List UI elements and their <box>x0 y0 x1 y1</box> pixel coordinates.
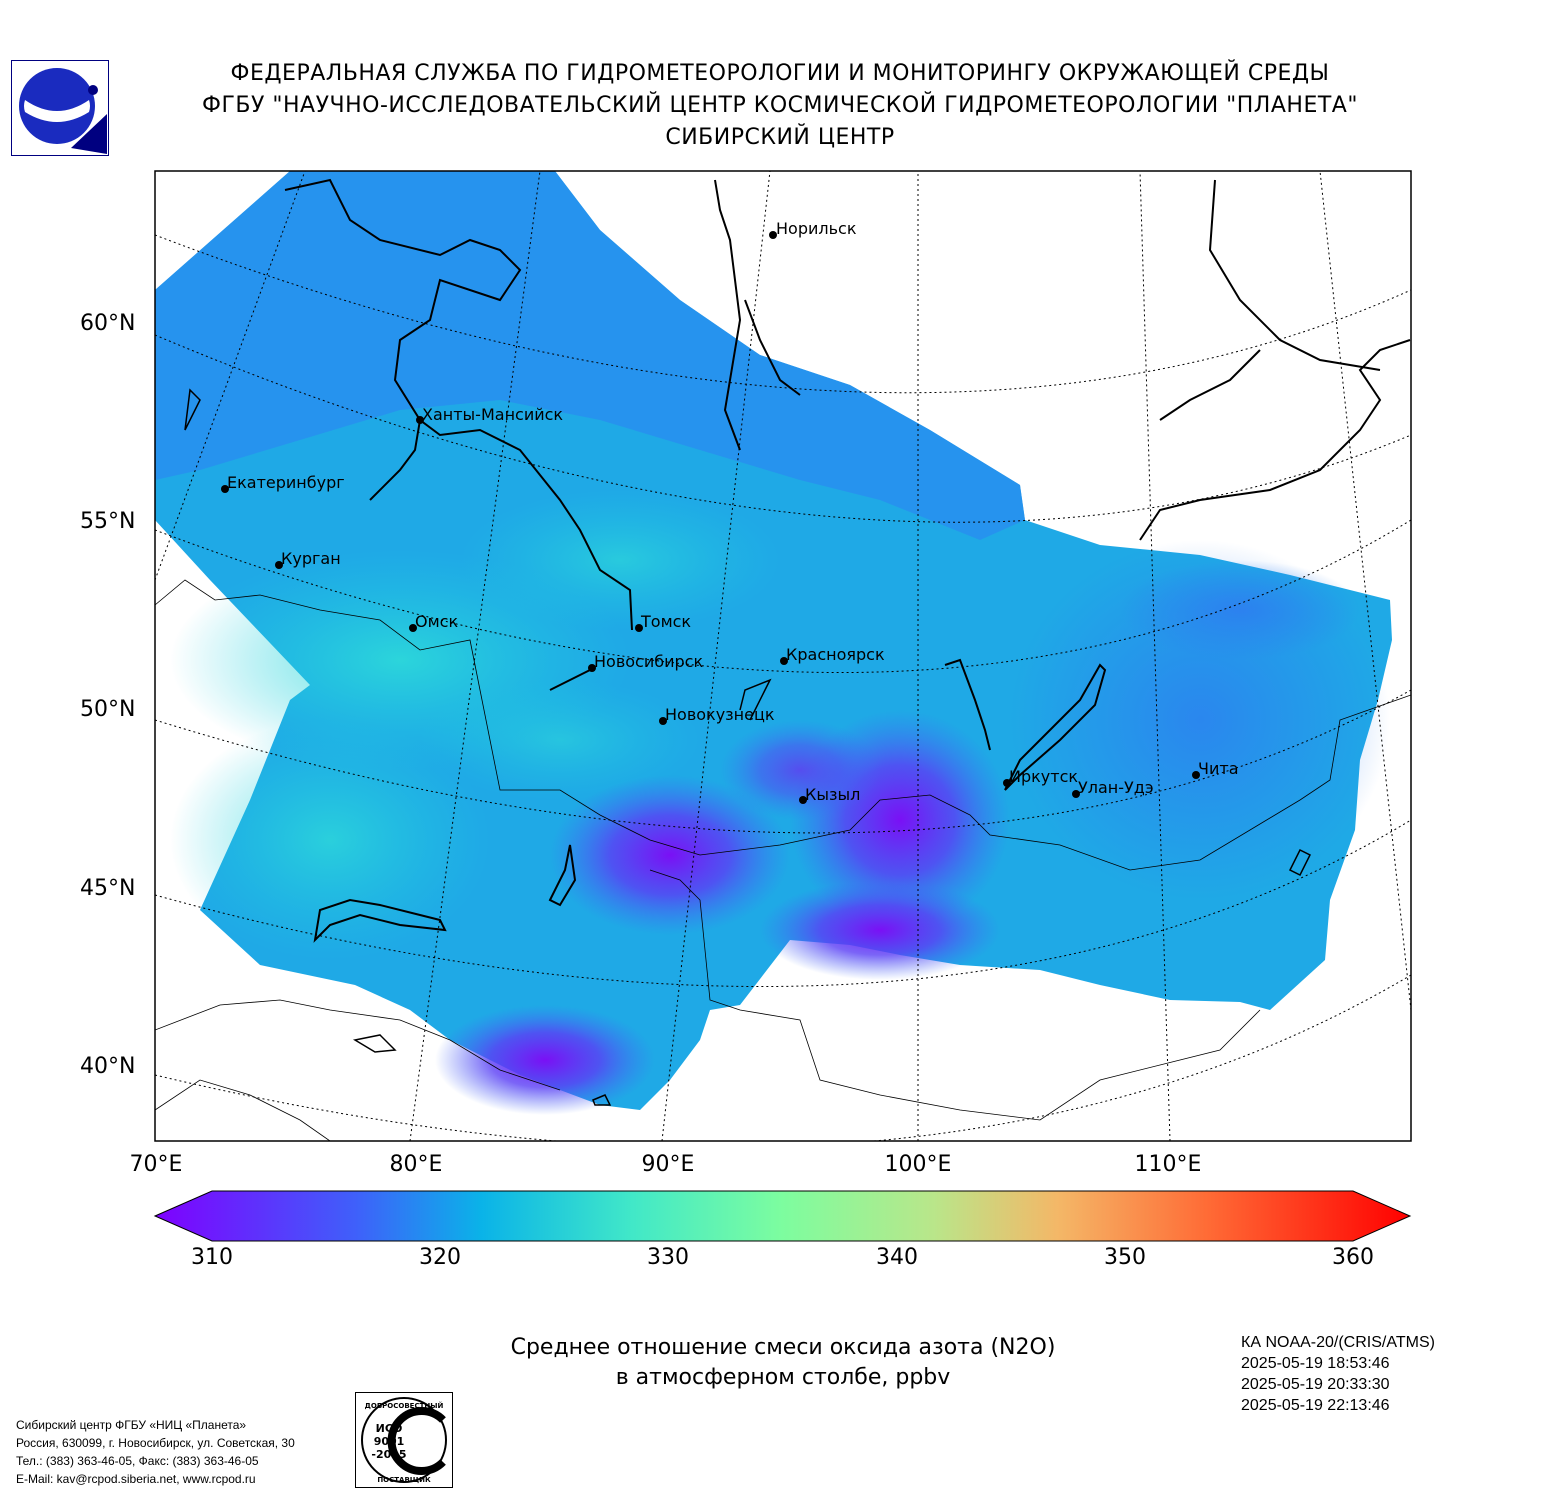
city-label-novokuznetsk: Новокузнецк <box>665 705 775 724</box>
header-line-3: СИБИРСКИЙ ЦЕНТР <box>665 125 895 150</box>
iso-badge-bottom-text: ПОСТАВЩИК <box>377 1476 431 1484</box>
header-line-1: ФЕДЕРАЛЬНАЯ СЛУЖБА ПО ГИДРОМЕТЕОРОЛОГИИ … <box>230 61 1330 86</box>
lon-label-100: 100°E <box>884 1152 952 1177</box>
city-label-novosibirsk: Новосибирск <box>594 652 703 671</box>
header-line-2: ФГБУ "НАУЧНО-ИССЛЕДОВАТЕЛЬСКИЙ ЦЕНТР КОС… <box>202 93 1358 118</box>
city-chita: Чита <box>1192 759 1239 779</box>
city-irkutsk: Иркутск <box>1003 767 1078 787</box>
colorbar-tick-350: 350 <box>1104 1245 1146 1270</box>
city-label-tomsk: Томск <box>640 612 691 631</box>
iso-9001-badge-icon: ДОБРОСОВЕСТНЫЙ ИСО 9001 -2015 ПОСТАВЩИК <box>355 1392 453 1488</box>
city-yekaterinburg: Екатеринбург <box>221 473 345 493</box>
lat-label-55: 55°N <box>80 509 136 534</box>
iso-badge-text-2: 9001 <box>374 1435 405 1448</box>
city-krasnoyarsk: Красноярск <box>780 645 885 665</box>
colorbar-tick-340: 340 <box>876 1245 918 1270</box>
colorbar-tick-360: 360 <box>1332 1245 1374 1270</box>
satellite-time-1: 2025-05-19 18:53:46 <box>1241 1355 1390 1372</box>
caption-line-1: Среднее отношение смеси оксида азота (N2… <box>510 1335 1056 1360</box>
city-tomsk: Томск <box>635 612 691 632</box>
lat-label-50: 50°N <box>80 697 136 722</box>
iso-badge-text-1: ИСО <box>376 1422 403 1435</box>
city-omsk: Омск <box>409 612 458 632</box>
map-caption: Среднее отношение смеси оксида азота (N2… <box>383 1333 1183 1393</box>
map-frame <box>154 170 1412 1142</box>
city-kurgan: Курган <box>275 549 341 569</box>
city-label-norilsk: Норильск <box>776 219 857 238</box>
city-novokuznetsk: Новокузнецк <box>659 705 775 725</box>
lon-label-80: 80°E <box>389 1152 443 1177</box>
colorbar <box>153 1190 1412 1242</box>
satellite-info: КА NOAA-20/(CRIS/ATMS) 2025-05-19 18:53:… <box>1241 1332 1435 1416</box>
colorbar-bar <box>153 1190 1412 1242</box>
satellite-time-2: 2025-05-19 20:33:30 <box>1241 1376 1390 1393</box>
lat-label-60: 60°N <box>80 311 136 336</box>
city-markers: Норильск Ханты-Мансийск Екатеринбург Кур… <box>221 219 1239 804</box>
org-line-2: Россия, 630099, г. Новосибирск, ул. Сове… <box>16 1436 295 1450</box>
city-label-kyzyl: Кызыл <box>805 785 860 804</box>
city-label-krasnoyarsk: Красноярск <box>786 645 885 664</box>
city-label-chita: Чита <box>1198 759 1239 778</box>
city-norilsk: Норильск <box>769 219 857 239</box>
city-label-khanty-mansiysk: Ханты-Мансийск <box>422 405 563 424</box>
colorbar-tick-320: 320 <box>419 1245 461 1270</box>
lat-label-40: 40°N <box>80 1054 136 1079</box>
lon-label-90: 90°E <box>641 1152 695 1177</box>
geo-lines <box>155 178 1411 1141</box>
satellite-name: КА NOAA-20/(CRIS/ATMS) <box>1241 1334 1435 1351</box>
city-label-kurgan: Курган <box>281 549 341 568</box>
city-label-omsk: Омск <box>415 612 458 631</box>
roshydromet-logo-icon <box>11 60 109 156</box>
graticule <box>155 171 1411 1141</box>
lon-label-70: 70°E <box>129 1152 183 1177</box>
org-line-4: E-Mail: kav@rcpod.siberia.net, www.rcpod… <box>16 1472 256 1486</box>
lat-label-45: 45°N <box>80 876 136 901</box>
colorbar-tick-310: 310 <box>191 1245 233 1270</box>
iso-badge-text-3: -2015 <box>371 1448 406 1461</box>
colorbar-tick-330: 330 <box>647 1245 689 1270</box>
org-line-1: Сибирский центр ФГБУ «НИЦ «Планета» <box>16 1418 247 1432</box>
data-field <box>155 171 1392 1115</box>
caption-line-2: в атмосферном столбе, ppbv <box>615 1365 951 1390</box>
lon-label-110: 110°E <box>1134 1152 1202 1177</box>
city-khanty-mansiysk: Ханты-Мансийск <box>416 405 563 424</box>
org-line-3: Тел.: (383) 363-46-05, Факс: (383) 363-4… <box>16 1454 259 1468</box>
city-ulan-ude: Улан-Удэ <box>1072 778 1154 798</box>
iso-badge-top-text: ДОБРОСОВЕСТНЫЙ <box>365 1401 444 1410</box>
organization-info: Сибирский центр ФГБУ «НИЦ «Планета» Росс… <box>16 1416 295 1488</box>
city-label-ulan-ude: Улан-Удэ <box>1078 778 1154 797</box>
city-kyzyl: Кызыл <box>799 785 860 804</box>
header: ФЕДЕРАЛЬНАЯ СЛУЖБА ПО ГИДРОМЕТЕОРОЛОГИИ … <box>130 58 1430 154</box>
city-label-yekaterinburg: Екатеринбург <box>227 473 345 492</box>
satellite-time-3: 2025-05-19 22:13:46 <box>1241 1397 1390 1414</box>
city-label-irkutsk: Иркутск <box>1009 767 1078 786</box>
city-novosibirsk: Новосибирск <box>588 652 703 672</box>
